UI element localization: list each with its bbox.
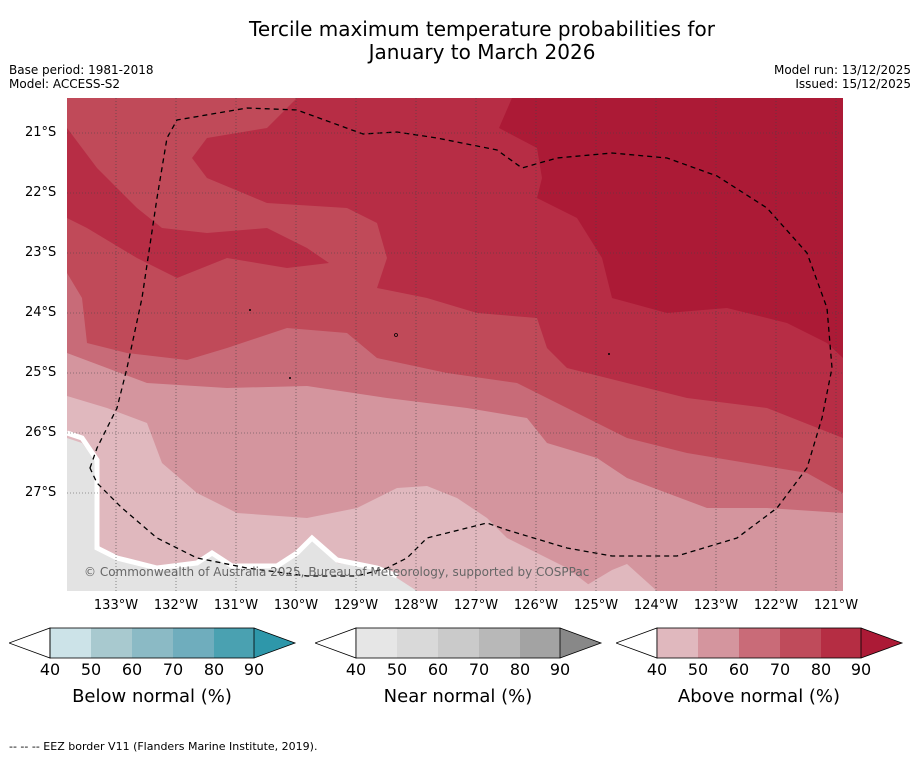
colorbar-tick: 80 — [203, 660, 225, 679]
probability-map — [67, 98, 843, 591]
lon-label: 133°W — [93, 598, 139, 613]
colorbar-swatch — [438, 628, 479, 658]
colorbar-tick: 70 — [468, 660, 490, 679]
colorbar-swatch — [479, 628, 520, 658]
grid — [67, 98, 843, 591]
colorbar-swatch — [173, 628, 214, 658]
colorbar-tick: 80 — [509, 660, 531, 679]
colorbar-swatch — [739, 628, 780, 658]
colorbar-swatch — [397, 628, 438, 658]
colorbar-swatch — [780, 628, 821, 658]
lon-label: 124°W — [633, 598, 679, 613]
colorbar-above-label: Above normal (%) — [677, 686, 841, 707]
colorbar-high-arrow — [861, 628, 902, 658]
colorbar-high-arrow — [560, 628, 601, 658]
colorbar-swatch — [214, 628, 254, 658]
lat-label: 24°S — [25, 305, 57, 320]
colorbar-near — [315, 627, 603, 659]
colorbar-tick: 40 — [646, 660, 668, 679]
colorbar-tick: 60 — [121, 660, 143, 679]
lon-label: 132°W — [153, 598, 199, 613]
colorbar-above — [616, 627, 904, 659]
lat-label: 21°S — [25, 125, 57, 140]
colorbar-swatch — [520, 628, 560, 658]
colorbar-tick: 70 — [769, 660, 791, 679]
colorbar-swatch — [50, 628, 91, 658]
colorbar-swatch — [698, 628, 739, 658]
island-marker — [249, 309, 251, 311]
base-period: Base period: 1981-2018 — [9, 63, 154, 77]
colorbar-low-arrow — [9, 627, 51, 659]
colorbar-below-label: Below normal (%) — [72, 686, 232, 707]
colorbar-tick: 40 — [345, 660, 367, 679]
colorbar-swatch — [91, 628, 132, 658]
lon-label: 126°W — [513, 598, 559, 613]
colorbar-tick: 50 — [80, 660, 102, 679]
title-line-1: Tercile maximum temperature probabilitie… — [249, 17, 715, 41]
colorbar-tick: 60 — [427, 660, 449, 679]
eez-border — [89, 107, 833, 577]
zone-above-40 — [67, 396, 597, 591]
colorbar-tick: 90 — [549, 660, 571, 679]
map-title: Tercile maximum temperature probabilitie… — [0, 18, 919, 64]
zone-above-40-south — [577, 564, 657, 591]
island-marker — [394, 333, 398, 337]
colorbar-low-arrow — [315, 627, 357, 659]
colorbar-tick: 60 — [728, 660, 750, 679]
colorbar-tick: 90 — [243, 660, 265, 679]
lon-label: 131°W — [213, 598, 259, 613]
eez-footnote: -- -- -- EEZ border V11 (Flanders Marine… — [9, 740, 318, 753]
lat-label: 25°S — [25, 365, 57, 380]
colorbar-swatch — [356, 628, 397, 658]
colorbar-below — [9, 627, 297, 659]
lon-label: 123°W — [693, 598, 739, 613]
lon-label: 130°W — [273, 598, 319, 613]
model-name: Model: ACCESS-S2 — [9, 77, 121, 91]
colorbar-tick: 50 — [386, 660, 408, 679]
colorbar-near-label: Near normal (%) — [383, 686, 533, 707]
lat-label: 22°S — [25, 185, 57, 200]
lat-label: 26°S — [25, 425, 57, 440]
zone-above-80-west — [67, 128, 329, 278]
colorbar-swatch — [132, 628, 173, 658]
colorbar-swatch — [821, 628, 861, 658]
contour-edge — [67, 430, 398, 579]
lon-label: 125°W — [573, 598, 619, 613]
colorbar-tick: 50 — [687, 660, 709, 679]
colorbar-tick: 40 — [39, 660, 61, 679]
lat-label: 23°S — [25, 245, 57, 260]
lon-label: 121°W — [813, 598, 859, 613]
copyright-notice: © Commonwealth of Australia 2025, Bureau… — [84, 565, 590, 579]
colorbar-high-arrow — [254, 628, 295, 658]
meta-right: Model run: 13/12/2025 Issued: 15/12/2025 — [774, 63, 911, 91]
island-marker — [608, 353, 610, 355]
colorbar-low-arrow — [616, 627, 658, 659]
lon-label: 127°W — [453, 598, 499, 613]
colorbar-tick: 70 — [162, 660, 184, 679]
model-run: Model run: 13/12/2025 — [773, 63, 911, 77]
lon-label: 122°W — [753, 598, 799, 613]
issued-date: Issued: 15/12/2025 — [795, 77, 911, 91]
lon-label: 128°W — [393, 598, 439, 613]
island-marker — [289, 377, 291, 379]
colorbar-tick: 90 — [850, 660, 872, 679]
title-line-2: January to March 2026 — [368, 40, 596, 64]
lon-label: 129°W — [333, 598, 379, 613]
lat-label: 27°S — [25, 485, 57, 500]
zone-near-normal — [67, 438, 417, 591]
meta-left: Base period: 1981-2018 Model: ACCESS-S2 — [9, 63, 154, 91]
colorbar-tick: 80 — [810, 660, 832, 679]
colorbar-swatch — [657, 628, 698, 658]
